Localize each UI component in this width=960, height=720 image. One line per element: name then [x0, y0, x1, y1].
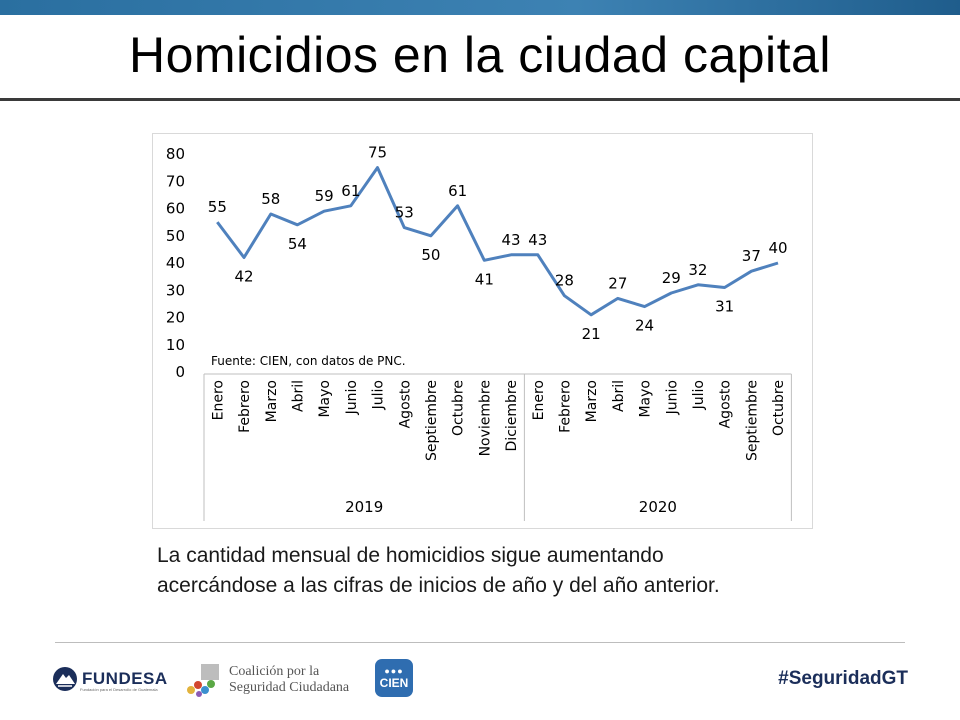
title-divider [0, 98, 960, 101]
data-label: 58 [261, 190, 280, 208]
x-tick-label: Junio [344, 380, 360, 415]
data-label: 27 [608, 274, 627, 292]
fundesa-mountain-icon [53, 667, 77, 691]
data-label: 24 [635, 317, 654, 335]
data-label: 53 [395, 204, 414, 222]
data-label: 41 [475, 270, 494, 288]
x-tick-label: Julio [691, 380, 707, 410]
x-tick-label: Abril [290, 380, 306, 412]
chart-frame: 0 10 20 30 40 50 60 70 80 Fuente: CIEN, con datos… [152, 133, 813, 529]
data-label: 42 [235, 268, 254, 286]
data-label: 55 [208, 198, 227, 216]
slide-caption: La cantidad mensual de homicidios sigue … [157, 541, 857, 601]
y-tick-label: 70 [166, 172, 185, 190]
x-tick-label: Septiembre [424, 380, 440, 461]
y-tick-label: 30 [166, 281, 185, 299]
coalicion-line-2: Seguridad Ciudadana [229, 680, 350, 695]
x-tick-label: Febrero [557, 380, 573, 433]
x-tick-label: Marzo [584, 380, 600, 422]
footer-divider [55, 642, 905, 643]
data-label: 50 [421, 246, 440, 264]
y-tick-label: 60 [166, 200, 185, 218]
caption-line-1: La cantidad mensual de homicidios sigue … [157, 544, 664, 567]
x-tick-label: Enero [210, 380, 226, 420]
data-label: 40 [769, 239, 788, 257]
series-line [216, 166, 779, 317]
cien-logo: ●●● CIEN [375, 659, 413, 697]
fundesa-name: FUNDESA [82, 669, 168, 688]
data-label: 54 [288, 235, 307, 253]
data-label: 75 [368, 144, 387, 162]
hashtag-label: #SeguridadGT [778, 668, 908, 689]
coalicion-people-icon [187, 664, 219, 697]
year-label: 2019 [345, 498, 383, 516]
data-label: 61 [341, 182, 360, 200]
x-tick-label: Febrero [237, 380, 253, 433]
data-label: 31 [715, 298, 734, 316]
y-tick-label: 10 [166, 336, 185, 354]
fundesa-tagline: Fundación para el Desarrollo de Guatemal… [80, 687, 158, 692]
top-accent-bar [0, 0, 960, 15]
x-tick-label: Septiembre [744, 380, 760, 461]
data-label: 43 [502, 231, 521, 249]
x-tick-label: Marzo [264, 380, 280, 422]
x-tick-label: Julio [371, 380, 387, 410]
data-label: 59 [315, 187, 334, 205]
cien-label: CIEN [379, 675, 409, 690]
coalicion-logo: Coalición por la Seguridad Ciudadana [183, 660, 349, 700]
caption-line-2: acercándose a las cifras de inicios de a… [157, 574, 720, 597]
y-tick-label: 40 [166, 254, 185, 272]
y-tick-label: 20 [166, 309, 185, 327]
x-tick-label: Agosto [397, 380, 413, 428]
year-label: 2020 [639, 498, 677, 516]
x-tick-label: Junio [664, 380, 680, 415]
x-tick-label: Octubre [771, 380, 787, 436]
data-label: 29 [662, 269, 681, 287]
cien-dots-icon: ●●● [384, 665, 404, 676]
source-note: Fuente: CIEN, con datos de PNC. [211, 354, 406, 368]
y-tick-label: 80 [166, 145, 185, 163]
data-label: 37 [742, 247, 761, 265]
x-tick-label: Agosto [718, 380, 734, 428]
slide-title: Homicidios en la ciudad capital [129, 27, 831, 83]
x-tick-label: Enero [531, 380, 547, 420]
x-tick-label: Abril [611, 380, 627, 412]
data-label: 61 [448, 182, 467, 200]
data-label: 43 [528, 231, 547, 249]
x-tick-label: Mayo [638, 380, 654, 418]
y-tick-label: 50 [166, 227, 185, 245]
x-tick-label: Mayo [317, 380, 333, 418]
data-label: 28 [555, 272, 574, 290]
x-tick-label: Noviembre [477, 380, 493, 456]
x-tick-label: Octubre [451, 380, 467, 436]
fundesa-logo: FUNDESA [52, 666, 168, 692]
line-chart: 0 10 20 30 40 50 60 70 80 Fuente: CIEN, con datos… [166, 144, 792, 521]
data-label: 32 [688, 261, 707, 279]
x-tick-label: Diciembre [504, 380, 520, 451]
coalicion-line-1: Coalición por la [229, 664, 320, 679]
data-label: 21 [582, 325, 601, 343]
y-tick-label: 0 [175, 363, 185, 381]
